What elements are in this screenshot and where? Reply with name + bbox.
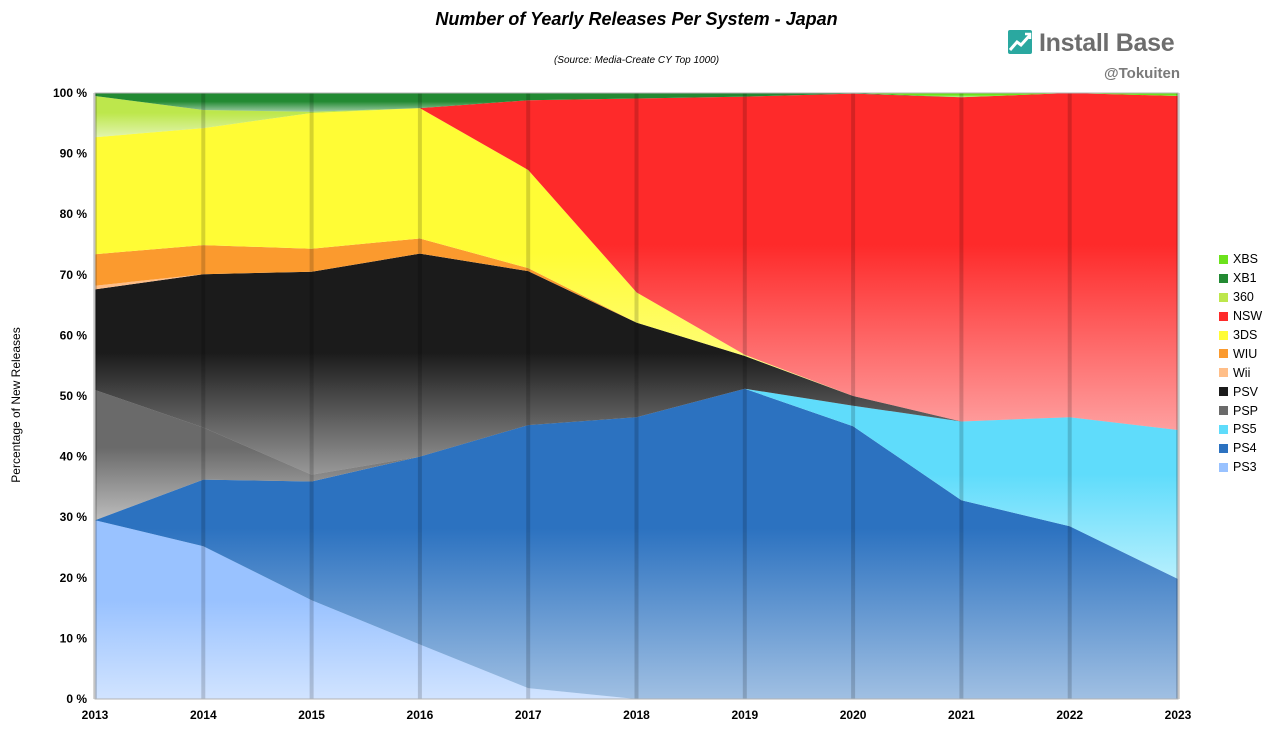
x-tick-label: 2022 bbox=[1056, 708, 1083, 722]
y-tick-label: 20 % bbox=[60, 571, 88, 585]
chart-subtitle: (Source: Media-Create CY Top 1000) bbox=[553, 55, 720, 66]
legend-item-ps5: PS5 bbox=[1219, 420, 1262, 439]
legend: XBS XB1 360 NSW 3DS WIU Wii PSV PSP PS5 PS4 PS3 bbox=[1219, 250, 1262, 477]
legend-label: XBS bbox=[1233, 252, 1259, 267]
legend-label: PS4 bbox=[1233, 441, 1257, 456]
area-xbs bbox=[95, 93, 1178, 98]
y-tick-label: 60 % bbox=[60, 328, 88, 342]
y-tick-label: 100 % bbox=[53, 86, 87, 100]
legend-swatch bbox=[1219, 292, 1228, 302]
legend-swatch bbox=[1219, 368, 1228, 378]
x-tick-label: 2017 bbox=[515, 708, 542, 722]
y-tick-label: 30 % bbox=[60, 510, 88, 524]
chart-title: Number of Yearly Releases Per System - J… bbox=[435, 9, 838, 29]
x-tick-label: 2019 bbox=[731, 708, 758, 722]
x-tick-label: 2021 bbox=[948, 708, 975, 722]
legend-swatch bbox=[1219, 424, 1228, 434]
area-wiu bbox=[95, 238, 1178, 430]
legend-swatch bbox=[1219, 349, 1228, 359]
legend-swatch bbox=[1219, 330, 1228, 340]
legend-swatch bbox=[1219, 311, 1228, 321]
y-tick-label: 40 % bbox=[60, 450, 88, 464]
x-tick-label: 2023 bbox=[1165, 708, 1192, 722]
x-tick-label: 2018 bbox=[623, 708, 650, 722]
plot-border bbox=[94, 92, 1179, 700]
y-tick-label: 70 % bbox=[60, 268, 88, 282]
area-nsw bbox=[95, 93, 1178, 430]
y-tick-label: 10 % bbox=[60, 631, 88, 645]
y-tick-label: 50 % bbox=[60, 389, 88, 403]
legend-label: 3DS bbox=[1233, 328, 1258, 342]
legend-item-psv: PSV bbox=[1219, 382, 1262, 401]
brand-name: Install Base bbox=[1039, 29, 1175, 57]
brand-handle: @Tokuiten bbox=[1103, 65, 1180, 82]
x-axis-ticks: 2013 2014 2015 2016 2017 2018 2019 2020 2021 2022… bbox=[82, 708, 1192, 722]
x-tick-label: 2016 bbox=[407, 708, 434, 722]
legend-label: WIU bbox=[1233, 346, 1258, 361]
y-tick-label: 80 % bbox=[60, 207, 88, 221]
install-base-logo-icon bbox=[1008, 30, 1032, 54]
area-xb1 bbox=[95, 93, 1178, 112]
x-tick-label: 2020 bbox=[840, 708, 867, 722]
legend-item-360: 360 bbox=[1219, 288, 1262, 307]
area-ps4 bbox=[95, 388, 1178, 699]
brand-watermark: Install Base @Tokuiten bbox=[1008, 28, 1183, 88]
legend-label: PS5 bbox=[1233, 422, 1257, 437]
y-tick-label: 90 % bbox=[60, 147, 88, 161]
area-ps3 bbox=[95, 520, 1178, 699]
legend-label: PSP bbox=[1233, 403, 1259, 418]
x-tick-label: 2015 bbox=[298, 708, 325, 722]
legend-swatch bbox=[1219, 273, 1228, 283]
legend-swatch bbox=[1219, 462, 1228, 472]
legend-label: XB1 bbox=[1233, 271, 1257, 286]
legend-item-ps4: PS4 bbox=[1219, 439, 1262, 458]
y-tick-label: 0 % bbox=[66, 692, 87, 706]
legend-item-wiu: WIU bbox=[1219, 344, 1262, 363]
area-ps5 bbox=[95, 388, 1178, 580]
legend-item-3ds: 3DS bbox=[1219, 326, 1262, 345]
legend-item-xbs: XBS bbox=[1219, 250, 1262, 269]
legend-swatch bbox=[1219, 443, 1228, 453]
area-3ds bbox=[95, 108, 1178, 430]
x-tick-label: 2014 bbox=[190, 708, 217, 722]
legend-label: NSW bbox=[1233, 309, 1263, 324]
x-tick-label: 2013 bbox=[82, 708, 109, 722]
legend-item-xb1: XB1 bbox=[1219, 269, 1262, 288]
area-psv bbox=[95, 253, 1178, 475]
legend-label: PS3 bbox=[1233, 460, 1257, 475]
legend-label: Wii bbox=[1233, 365, 1251, 380]
legend-label: PSV bbox=[1233, 384, 1259, 399]
legend-swatch bbox=[1219, 387, 1228, 397]
y-axis-ticks: 0 % 10 % 20 % 30 % 40 % 50 % 60 % 70 % 80 % 90 % 1… bbox=[53, 86, 87, 706]
legend-item-ps3: PS3 bbox=[1219, 458, 1262, 477]
legend-item-wii: Wii bbox=[1219, 363, 1262, 382]
legend-swatch bbox=[1219, 254, 1228, 264]
legend-item-psp: PSP bbox=[1219, 401, 1262, 420]
legend-swatch bbox=[1219, 406, 1228, 416]
series-areas bbox=[95, 93, 1178, 699]
legend-label: 360 bbox=[1233, 290, 1254, 305]
legend-item-nsw: NSW bbox=[1219, 307, 1262, 326]
